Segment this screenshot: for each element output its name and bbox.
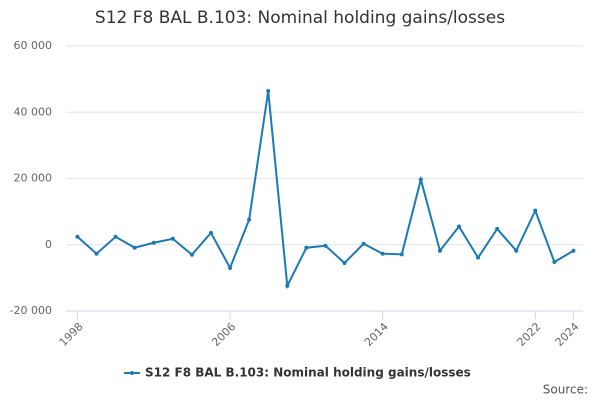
point bbox=[552, 259, 557, 264]
point bbox=[75, 234, 80, 239]
point bbox=[170, 236, 175, 241]
point bbox=[189, 252, 194, 257]
point bbox=[380, 251, 385, 256]
point bbox=[418, 177, 423, 182]
x-tick-label: 1998 bbox=[57, 320, 86, 349]
point bbox=[132, 245, 137, 250]
y-tick-label: -20 000 bbox=[10, 304, 52, 317]
point bbox=[342, 260, 347, 265]
point bbox=[476, 255, 481, 260]
legend-label: S12 F8 BAL B.103: Nominal holding gains/… bbox=[145, 366, 471, 380]
point bbox=[399, 252, 404, 257]
point bbox=[266, 89, 271, 94]
point bbox=[323, 243, 328, 248]
point bbox=[361, 241, 366, 246]
point bbox=[571, 248, 576, 253]
point bbox=[228, 265, 233, 270]
x-tick-label: 2024 bbox=[553, 320, 582, 349]
y-tick-label: 40 000 bbox=[14, 105, 53, 118]
point bbox=[514, 248, 519, 253]
point bbox=[304, 245, 309, 250]
legend-symbol-dot bbox=[130, 371, 134, 375]
series-line bbox=[76, 90, 574, 290]
x-tick-label: 2006 bbox=[209, 320, 238, 349]
point bbox=[94, 251, 99, 256]
point bbox=[456, 224, 461, 229]
point bbox=[113, 234, 118, 239]
point bbox=[208, 230, 213, 235]
point bbox=[151, 240, 156, 245]
y-tick-label: 20 000 bbox=[14, 172, 53, 185]
point bbox=[495, 226, 500, 231]
chart-title: S12 F8 BAL B.103: Nominal holding gains/… bbox=[95, 8, 505, 28]
source: Source: bbox=[543, 383, 588, 397]
y-tick-label: 60 000 bbox=[14, 39, 53, 52]
y-tick-label: 0 bbox=[45, 238, 52, 251]
point bbox=[285, 283, 290, 288]
x-tick-label: 2022 bbox=[515, 320, 544, 349]
point bbox=[247, 217, 252, 222]
point bbox=[533, 208, 538, 213]
point bbox=[437, 248, 442, 253]
x-tick-label: 2014 bbox=[362, 320, 391, 349]
